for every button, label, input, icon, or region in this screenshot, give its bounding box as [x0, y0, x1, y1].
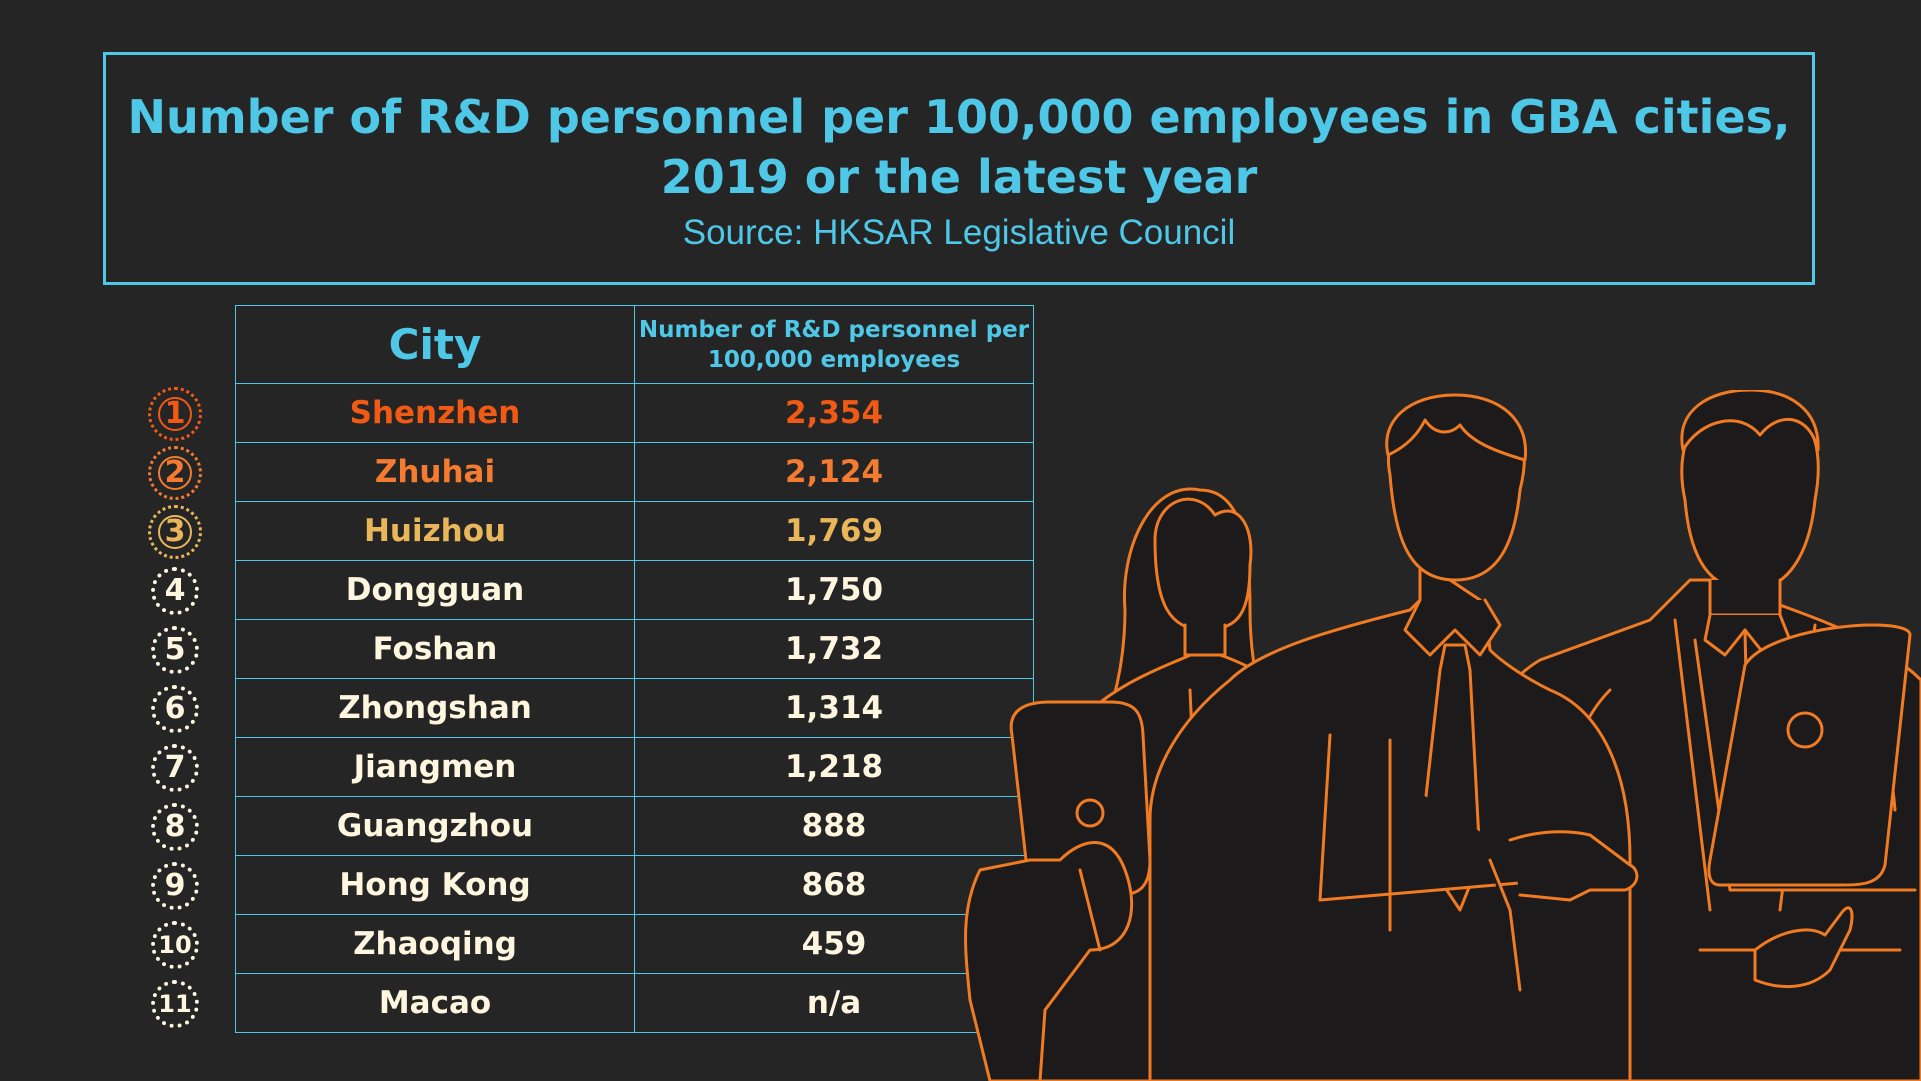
- rank-badge: 3: [148, 504, 202, 559]
- city-cell: Jiangmen: [235, 737, 635, 797]
- rank-badge: 5: [151, 625, 199, 674]
- chart-source: Source: HKSAR Legislative Council: [682, 213, 1236, 252]
- rank-badge-slot: 9: [140, 856, 210, 915]
- city-cell: Dongguan: [235, 560, 635, 620]
- city-cell: Macao: [235, 973, 635, 1033]
- rank-number: 4: [164, 573, 186, 608]
- column-header-value: Number of R&D personnel per 100,000 empl…: [634, 305, 1034, 384]
- value-cell: 2,124: [634, 442, 1034, 502]
- city-cell: Zhuhai: [235, 442, 635, 502]
- table-body: Shenzhen 2,354 Zhuhai 2,124 Huizhou 1,769 Dong…: [235, 383, 1034, 1033]
- rank-number: 3: [164, 514, 186, 549]
- rank-badge-slot: 10: [140, 915, 210, 974]
- rank-badge: 8: [151, 802, 199, 851]
- table-row: Jiangmen 1,218: [235, 737, 1034, 797]
- rank-badge-slot: 1: [140, 384, 210, 443]
- city-cell: Shenzhen: [235, 383, 635, 443]
- rank-badge: 2: [148, 445, 202, 500]
- value-cell: 1,314: [634, 678, 1034, 738]
- column-header-city: City: [235, 305, 635, 384]
- rank-number: 11: [158, 989, 192, 1018]
- rank-badge: 9: [151, 861, 199, 910]
- table-row: Zhongshan 1,314: [235, 678, 1034, 738]
- data-table: City Number of R&D personnel per 100,000…: [235, 305, 1034, 1033]
- city-cell: Foshan: [235, 619, 635, 679]
- city-cell: Guangzhou: [235, 796, 635, 856]
- table-row: Huizhou 1,769: [235, 501, 1034, 561]
- city-cell: Zhongshan: [235, 678, 635, 738]
- table-row: Shenzhen 2,354: [235, 383, 1034, 443]
- city-cell: Huizhou: [235, 501, 635, 561]
- rank-number: 6: [164, 691, 186, 726]
- rank-number: 9: [164, 868, 186, 903]
- table-row: Guangzhou 888: [235, 796, 1034, 856]
- rank-badges: 1 2 3 4 5 6 7 8 9 10 11: [140, 384, 210, 1033]
- rank-number: 5: [164, 632, 186, 667]
- title-box: Number of R&D personnel per 100,000 empl…: [103, 52, 1815, 285]
- table-row: Zhaoqing 459: [235, 914, 1034, 974]
- rank-badge: 7: [151, 743, 199, 792]
- business-people-illustration: [964, 390, 1921, 1081]
- rank-badge-slot: 11: [140, 974, 210, 1033]
- rank-badge-slot: 7: [140, 738, 210, 797]
- table-header-row: City Number of R&D personnel per 100,000…: [235, 305, 1034, 384]
- rank-number: 7: [164, 750, 186, 785]
- rank-badge-slot: 3: [140, 502, 210, 561]
- rank-badge: 6: [151, 684, 199, 733]
- rank-badge-slot: 4: [140, 561, 210, 620]
- rank-number: 1: [164, 396, 186, 431]
- table-row: Hong Kong 868: [235, 855, 1034, 915]
- rank-badge: 10: [151, 920, 199, 969]
- rank-badge-slot: 5: [140, 620, 210, 679]
- table-row: Dongguan 1,750: [235, 560, 1034, 620]
- value-cell: 1,769: [634, 501, 1034, 561]
- rank-badge-slot: 8: [140, 797, 210, 856]
- city-cell: Zhaoqing: [235, 914, 635, 974]
- rank-number: 8: [164, 809, 186, 844]
- rank-badge-slot: 2: [140, 443, 210, 502]
- city-cell: Hong Kong: [235, 855, 635, 915]
- rank-badge: 1: [148, 386, 202, 441]
- rank-badge: 11: [151, 979, 199, 1028]
- rank-badge: 4: [151, 566, 199, 615]
- rank-number: 10: [158, 930, 192, 959]
- table-row: Zhuhai 2,124: [235, 442, 1034, 502]
- chart-title: Number of R&D personnel per 100,000 empl…: [127, 90, 1791, 204]
- rank-badge-slot: 6: [140, 679, 210, 738]
- value-cell: 2,354: [634, 383, 1034, 443]
- table-row: Macao n/a: [235, 973, 1034, 1033]
- table-row: Foshan 1,732: [235, 619, 1034, 679]
- rank-number: 2: [164, 455, 186, 490]
